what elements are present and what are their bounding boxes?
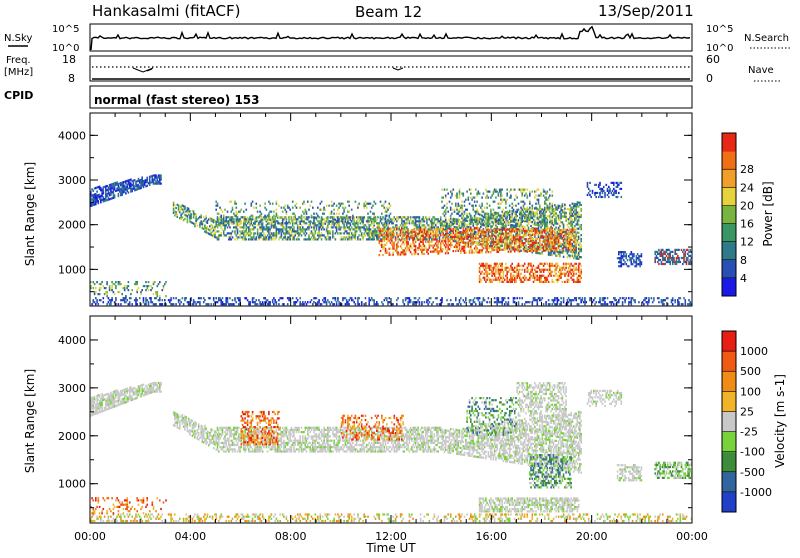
colorbar-swatch [722,187,736,206]
y-tick-label: 1000 [58,478,86,491]
nsearch-tick-top: 10^5 [706,24,733,35]
colorbar-swatch [722,371,736,392]
time-tick-label: 00:00 [676,530,708,543]
power-heatmap [90,174,692,305]
nsearch-label: N.Search [744,33,789,44]
colorbar-swatch [722,411,736,432]
colorbar-tick-label: -1000 [740,486,772,499]
freq-tick-18: 18 [62,53,76,66]
colorbar-tick-label: -500 [740,466,765,479]
nave-label: Nave [748,65,774,76]
cpid-panel: CPID normal (fast stereo) 153 [4,86,692,108]
colorbar-swatch [722,472,736,493]
colorbar-tick-label: 1000 [740,345,768,358]
power-panel: 1000 2000 3000 4000 Slant Range [km] 4 8 12 16… [23,113,775,306]
colorbar-tick-label: 8 [740,254,747,267]
colorbar-swatch [722,205,736,224]
colorbar-tick-label: 500 [740,365,761,378]
colorbar-tick-label: 24 [740,181,754,194]
colorbar-swatch [722,492,736,513]
colorbar-tick-label: 28 [740,163,754,176]
colorbar-tick-label: 25 [740,405,754,418]
y-tick-label: 3000 [58,382,86,395]
y-tick-label: 4000 [58,334,86,347]
nave-tick-60: 60 [706,53,720,66]
y-tick-label: 3000 [58,174,86,187]
colorbar-swatch [722,169,736,188]
power-colorbar-label: Power [dB] [761,181,775,246]
y-tick-label: 4000 [58,129,86,142]
freq-tick-8: 8 [68,72,75,85]
power-y-axis: 1000 2000 3000 4000 [58,129,692,291]
velocity-colorbar-label: Velocity [m s-1] [773,374,787,468]
nsky-tick-top: 10^5 [52,24,79,35]
colorbar-swatch [722,224,736,243]
colorbar-swatch [722,391,736,412]
colorbar-tick-label: 12 [740,236,754,249]
power-ylabel: Slant Range [km] [23,162,37,266]
colorbar-swatch [722,452,736,473]
colorbar-tick-label: 100 [740,385,761,398]
velocity-y-axis: 1000 2000 3000 4000 [58,334,692,508]
velocity-heatmap [90,382,692,522]
colorbar-swatch [722,278,736,297]
nsky-count-line [91,27,690,50]
colorbar-swatch [722,260,736,279]
velocity-panel: 1000 2000 3000 4000 Slant Range [km] 1000 50… [23,316,787,523]
colorbar-swatch [722,432,736,453]
velocity-colorbar: 1000 500 100 25 -25 -100 -500 -1000 [722,331,772,513]
time-tick-label: 20:00 [576,530,608,543]
time-tick-label: 16:00 [475,530,507,543]
freq-panel: Freq. [MHz] 18 8 60 0 Nave [4,53,780,85]
freq-label-2: [MHz] [4,67,33,78]
colorbar-tick-label: 16 [740,218,754,231]
date-title: 13/Sep/2011 [598,2,694,20]
colorbar-tick-label: -100 [740,446,765,459]
colorbar-swatch [722,351,736,372]
colorbar-swatch [722,133,736,152]
station-title: Hankasalmi (fitACF) [92,2,240,20]
y-tick-label: 1000 [58,263,86,276]
colorbar-tick-label: 20 [740,199,754,212]
power-colorbar: 4 8 12 16 20 24 28 [722,133,754,297]
colorbar-tick-label: -25 [740,426,758,439]
colorbar-swatch [722,331,736,352]
time-tick-label: 04:00 [174,530,206,543]
freq-label-1: Freq. [6,55,31,66]
time-tick-label: 00:00 [74,530,106,543]
velocity-ylabel: Slant Range [km] [23,369,37,473]
cpid-label: CPID [4,89,33,102]
nsky-label: N.Sky [4,33,32,44]
nave-tick-0: 0 [706,72,713,85]
y-tick-label: 2000 [58,430,86,443]
colorbar-swatch [722,151,736,170]
nsky-panel: N.Sky 10^5 10^0 10^5 10^0 N.Search [4,24,790,54]
colorbar-swatch [722,242,736,261]
beam-title: Beam 12 [355,3,422,21]
y-tick-label: 2000 [58,219,86,232]
time-axis-label: Time UT [365,541,416,554]
time-tick-label: 08:00 [275,530,307,543]
freq-excursion [133,68,153,72]
colorbar-tick-label: 4 [740,272,747,285]
cpid-text: normal (fast stereo) 153 [94,93,260,107]
